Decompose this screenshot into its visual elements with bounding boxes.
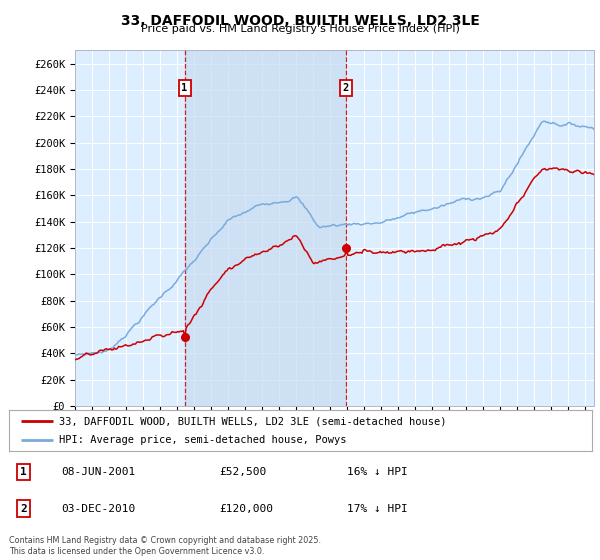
Text: 17% ↓ HPI: 17% ↓ HPI	[347, 503, 408, 514]
Text: 33, DAFFODIL WOOD, BUILTH WELLS, LD2 3LE: 33, DAFFODIL WOOD, BUILTH WELLS, LD2 3LE	[121, 14, 479, 28]
Text: 2: 2	[20, 503, 27, 514]
Text: 2: 2	[343, 83, 349, 93]
Text: 1: 1	[181, 83, 188, 93]
Text: £120,000: £120,000	[219, 503, 273, 514]
Text: 1: 1	[20, 467, 27, 477]
Text: 33, DAFFODIL WOOD, BUILTH WELLS, LD2 3LE (semi-detached house): 33, DAFFODIL WOOD, BUILTH WELLS, LD2 3LE…	[59, 417, 446, 426]
Text: 16% ↓ HPI: 16% ↓ HPI	[347, 467, 408, 477]
Text: £52,500: £52,500	[219, 467, 266, 477]
Text: Price paid vs. HM Land Registry's House Price Index (HPI): Price paid vs. HM Land Registry's House …	[140, 24, 460, 34]
Text: HPI: Average price, semi-detached house, Powys: HPI: Average price, semi-detached house,…	[59, 435, 346, 445]
Text: 03-DEC-2010: 03-DEC-2010	[61, 503, 136, 514]
Text: Contains HM Land Registry data © Crown copyright and database right 2025.
This d: Contains HM Land Registry data © Crown c…	[9, 536, 321, 556]
Bar	[185, 50, 346, 406]
Text: 08-JUN-2001: 08-JUN-2001	[61, 467, 136, 477]
